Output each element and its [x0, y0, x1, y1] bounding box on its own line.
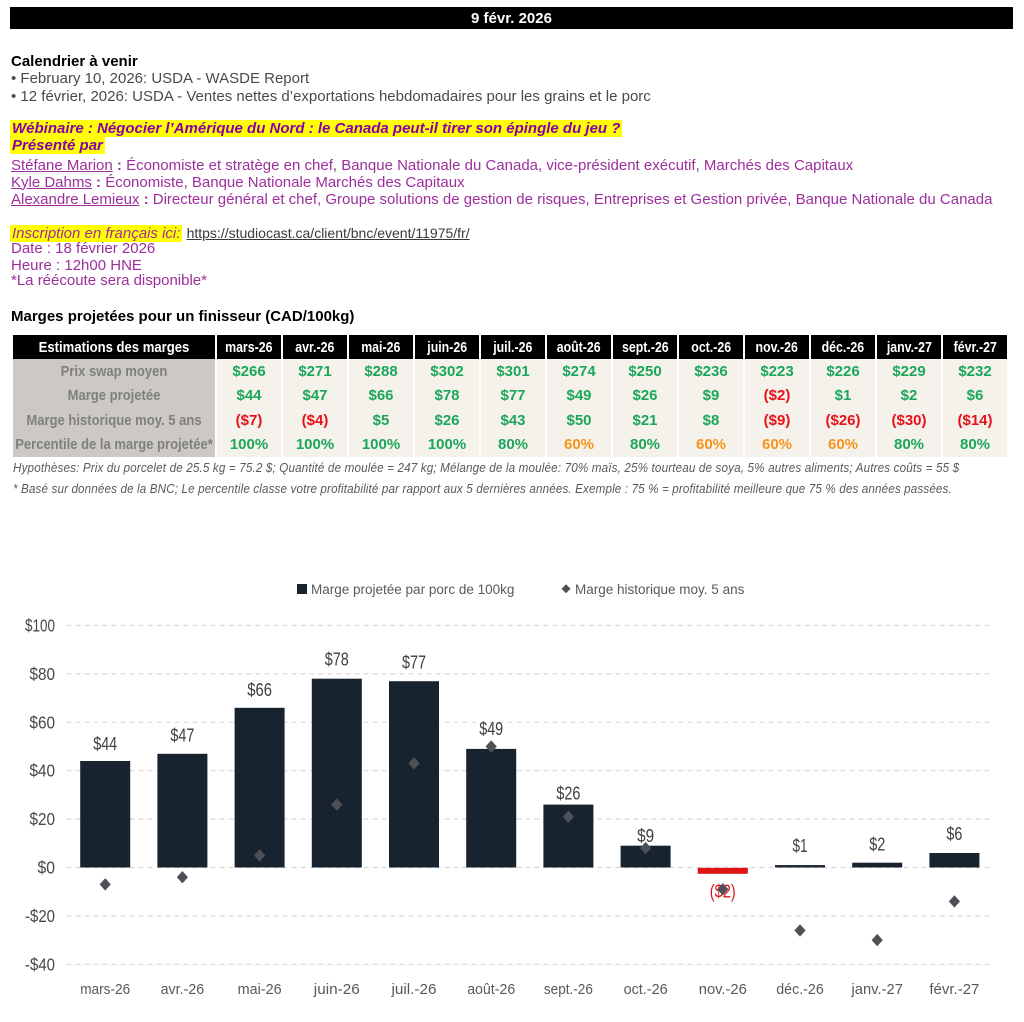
svg-text:$80: $80 — [30, 664, 56, 684]
svg-text:Marge projetée par porc de 100: Marge projetée par porc de 100kg — [311, 582, 514, 597]
svg-text:$49: $49 — [479, 718, 503, 739]
svg-text:$26: $26 — [556, 783, 580, 804]
svg-text:août-26: août-26 — [467, 981, 515, 998]
svg-text:$2: $2 — [869, 834, 885, 855]
svg-text:$0: $0 — [38, 858, 56, 878]
svg-text:déc.-26: déc.-26 — [776, 981, 824, 998]
svg-text:$40: $40 — [30, 761, 56, 781]
svg-text:$100: $100 — [25, 616, 55, 636]
svg-text:juil.-26: juil.-26 — [390, 981, 436, 998]
svg-text:mars-26: mars-26 — [80, 981, 130, 998]
svg-text:-$40: -$40 — [25, 954, 55, 974]
svg-text:$6: $6 — [946, 823, 962, 844]
svg-text:$44: $44 — [93, 733, 117, 754]
svg-text:avr.-26: avr.-26 — [161, 981, 205, 998]
svg-text:nov.-26: nov.-26 — [699, 981, 747, 998]
svg-text:Marge historique moy. 5 ans: Marge historique moy. 5 ans — [575, 582, 745, 597]
svg-text:févr.-27: févr.-27 — [929, 981, 979, 998]
svg-text:$78: $78 — [325, 649, 349, 670]
svg-text:oct.-26: oct.-26 — [624, 981, 668, 998]
svg-text:$77: $77 — [402, 652, 426, 673]
svg-text:$1: $1 — [793, 835, 808, 856]
svg-text:$9: $9 — [637, 825, 654, 846]
svg-text:-$20: -$20 — [25, 906, 55, 926]
svg-text:$66: $66 — [247, 679, 272, 700]
svg-text:$60: $60 — [30, 712, 56, 732]
svg-text:juin-26: juin-26 — [313, 981, 360, 998]
svg-text:mai-26: mai-26 — [238, 981, 282, 998]
svg-text:$20: $20 — [30, 809, 56, 829]
svg-text:$47: $47 — [170, 725, 194, 746]
svg-text:janv.-27: janv.-27 — [850, 981, 902, 998]
svg-text:sept.-26: sept.-26 — [544, 981, 593, 998]
